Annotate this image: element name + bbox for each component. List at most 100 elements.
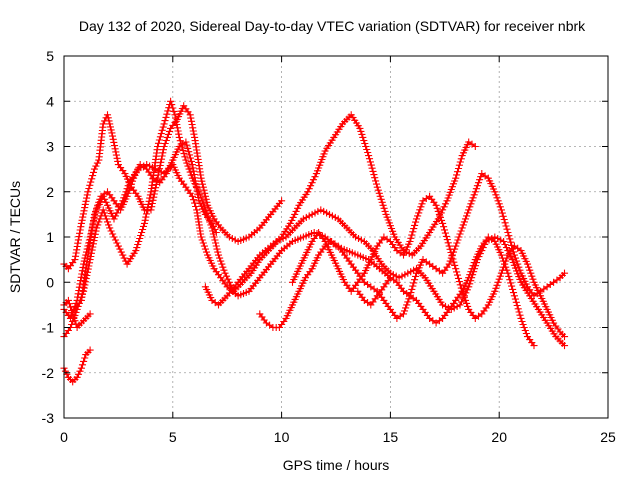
data-point: [351, 250, 359, 258]
trace-1: [60, 346, 94, 386]
data-point: [365, 152, 373, 160]
data-point: [348, 249, 356, 257]
data-point: [190, 170, 198, 179]
data-point: [221, 269, 229, 277]
data-point: [296, 262, 304, 270]
x-tick-label: 0: [60, 429, 68, 445]
data-point: [143, 207, 151, 215]
data-point: [242, 288, 250, 296]
data-point: [76, 367, 84, 375]
data-point: [134, 192, 142, 200]
data-point: [104, 114, 112, 122]
y-tick-label: 4: [46, 93, 54, 109]
data-point: [475, 247, 483, 256]
data-point: [88, 175, 96, 183]
data-point: [502, 263, 510, 271]
data-point: [183, 141, 191, 149]
data-point: [527, 269, 535, 277]
data-point: [165, 127, 174, 135]
data-point: [213, 245, 221, 253]
data-point: [207, 294, 215, 302]
data-point: [199, 183, 207, 191]
data-point: [316, 161, 324, 169]
data-point: [443, 236, 451, 244]
data-point: [119, 200, 127, 208]
data-point: [184, 144, 192, 152]
data-point: [154, 142, 162, 151]
data-point: [83, 194, 91, 202]
data-point: [318, 155, 326, 164]
data-point: [136, 234, 144, 243]
data-point: [455, 161, 463, 169]
data-point: [445, 191, 453, 199]
data-point: [311, 259, 319, 267]
data-point: [307, 240, 315, 248]
data-point: [320, 207, 328, 215]
data-point: [185, 165, 193, 173]
data-point: [522, 329, 530, 338]
data-point: [174, 145, 182, 153]
trace-5: [71, 138, 220, 313]
data-point: [517, 269, 525, 277]
data-point: [291, 295, 299, 303]
data-point: [237, 236, 245, 244]
data-point: [410, 279, 418, 287]
data-point: [308, 179, 316, 187]
data-point: [322, 240, 330, 248]
data-point: [473, 182, 481, 190]
data-point: [155, 168, 163, 176]
data-point: [474, 250, 482, 258]
data-point: [220, 266, 228, 274]
data-point: [412, 269, 421, 277]
data-point: [471, 188, 479, 196]
data-point: [189, 127, 197, 135]
data-point: [214, 248, 222, 256]
data-point: [473, 253, 481, 261]
data-point: [158, 126, 166, 134]
data-point: [489, 185, 498, 193]
data-point: [294, 204, 302, 212]
data-point: [501, 240, 509, 249]
data-point: [134, 240, 142, 249]
data-point: [539, 297, 547, 305]
data-point: [521, 277, 529, 285]
data-point: [477, 173, 485, 181]
data-point: [452, 174, 460, 182]
data-point: [197, 174, 205, 182]
data-point: [88, 246, 96, 254]
data-point: [407, 268, 415, 276]
data-point: [444, 194, 452, 202]
data-point: [313, 254, 321, 262]
data-point: [212, 242, 220, 250]
data-point: [296, 285, 304, 293]
data-point: [175, 133, 183, 141]
data-point: [80, 357, 88, 365]
data-point: [502, 222, 510, 230]
data-point: [368, 164, 376, 172]
data-point: [207, 259, 216, 267]
data-point: [405, 250, 413, 258]
data-point: [448, 183, 456, 191]
data-point: [457, 155, 465, 163]
data-point: [384, 216, 392, 224]
data-point: [186, 151, 194, 159]
data-point: [453, 239, 461, 247]
data-point: [513, 301, 521, 310]
data-point: [516, 266, 524, 274]
data-point: [303, 248, 311, 256]
data-point: [364, 148, 372, 157]
data-point: [519, 320, 527, 329]
data-point: [165, 164, 173, 172]
data-point: [285, 309, 293, 317]
data-point: [290, 298, 298, 306]
data-point: [91, 233, 99, 242]
data-point: [160, 120, 168, 128]
data-point: [520, 275, 528, 283]
y-tick-label: 2: [46, 184, 54, 200]
data-point: [560, 269, 569, 277]
data-point: [494, 234, 502, 243]
x-axis-label: GPS time / hours: [283, 457, 390, 473]
data-point: [72, 249, 80, 257]
data-point: [359, 253, 367, 261]
data-point: [302, 232, 310, 240]
